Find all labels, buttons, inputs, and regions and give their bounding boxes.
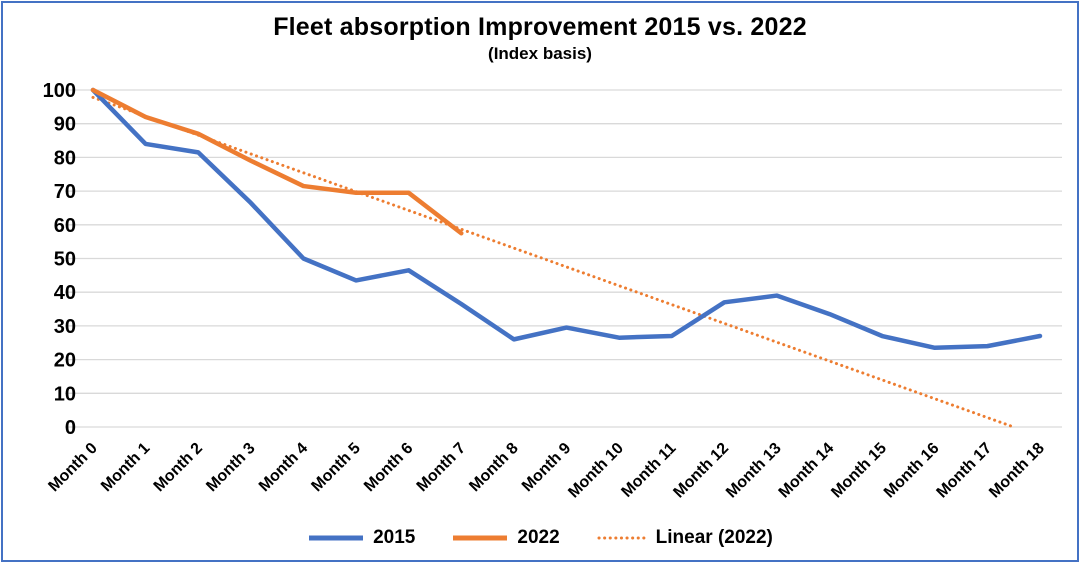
- x-axis-tick-label: Month 16: [881, 440, 943, 502]
- y-axis-tick-label: 0: [65, 417, 76, 439]
- x-axis-tick-label: Month 17: [934, 440, 996, 502]
- legend-label-2015: 2015: [373, 527, 416, 548]
- y-axis-tick-label: 90: [54, 114, 76, 136]
- x-axis-tick-label: Month 5: [308, 440, 363, 495]
- x-axis-tick-label: Month 0: [45, 440, 100, 495]
- x-axis-tick-label: Month 11: [618, 440, 679, 501]
- legend-label-linear-2022: Linear (2022): [655, 527, 773, 548]
- legend-item-linear-2022[interactable]: Linear (2022): [596, 527, 773, 549]
- chart-subtitle: (Index basis): [488, 44, 592, 63]
- series-line-2015: [90, 87, 1043, 351]
- x-axis-tick-label: Month 4: [256, 440, 311, 495]
- x-axis-tick-label: Month 14: [776, 440, 838, 502]
- chart-title: Fleet absorption Improvement 2015 vs. 20…: [273, 13, 807, 41]
- x-axis-tick-label: Month 7: [414, 440, 469, 495]
- x-axis-tick-label: Month 12: [670, 440, 732, 502]
- x-axis-tick-label: Month 15: [828, 440, 890, 502]
- trendline-linear-2022: [91, 95, 1016, 429]
- legend-item-2015[interactable]: 2015: [307, 527, 415, 549]
- y-axis-tick-label: 10: [54, 383, 76, 405]
- y-axis-tick-label: 50: [54, 249, 76, 271]
- title-block: Fleet absorption Improvement 2015 vs. 20…: [0, 13, 1080, 64]
- x-axis-tick-label: Month 8: [466, 440, 521, 495]
- x-axis-tick-label: Month 2: [151, 440, 206, 495]
- x-axis-tick-label: Month 10: [565, 440, 627, 502]
- x-axis-tick-label: Month 6: [361, 440, 416, 495]
- y-axis-tick-label: 60: [54, 215, 76, 237]
- y-axis-tick-label: 30: [54, 316, 76, 338]
- legend-swatch-2015-line-icon: [309, 535, 364, 541]
- legend-label-2022: 2022: [517, 527, 560, 548]
- y-axis-tick-label: 80: [54, 147, 76, 169]
- legend: 2015 2022 Linear (2022): [0, 527, 1080, 549]
- legend-swatch-2022-line-icon: [453, 535, 508, 541]
- x-axis-tick-label: Month 9: [519, 440, 574, 495]
- x-axis-tick-label: Month 13: [723, 440, 785, 502]
- x-axis-tick-label: Month 18: [986, 440, 1048, 502]
- x-axis-tick-label: Month 3: [203, 440, 258, 495]
- y-axis-tick-label: 100: [43, 80, 76, 102]
- series-line-2022: [90, 87, 464, 236]
- x-axis-tick-label: Month 1: [98, 440, 153, 495]
- y-axis-tick-label: 20: [54, 350, 76, 372]
- legend-item-2022[interactable]: 2022: [451, 527, 560, 549]
- y-axis-tick-label: 40: [54, 282, 76, 304]
- y-axis-tick-label: 70: [54, 181, 76, 203]
- legend-swatch-trendline-dotted-icon: [597, 536, 647, 540]
